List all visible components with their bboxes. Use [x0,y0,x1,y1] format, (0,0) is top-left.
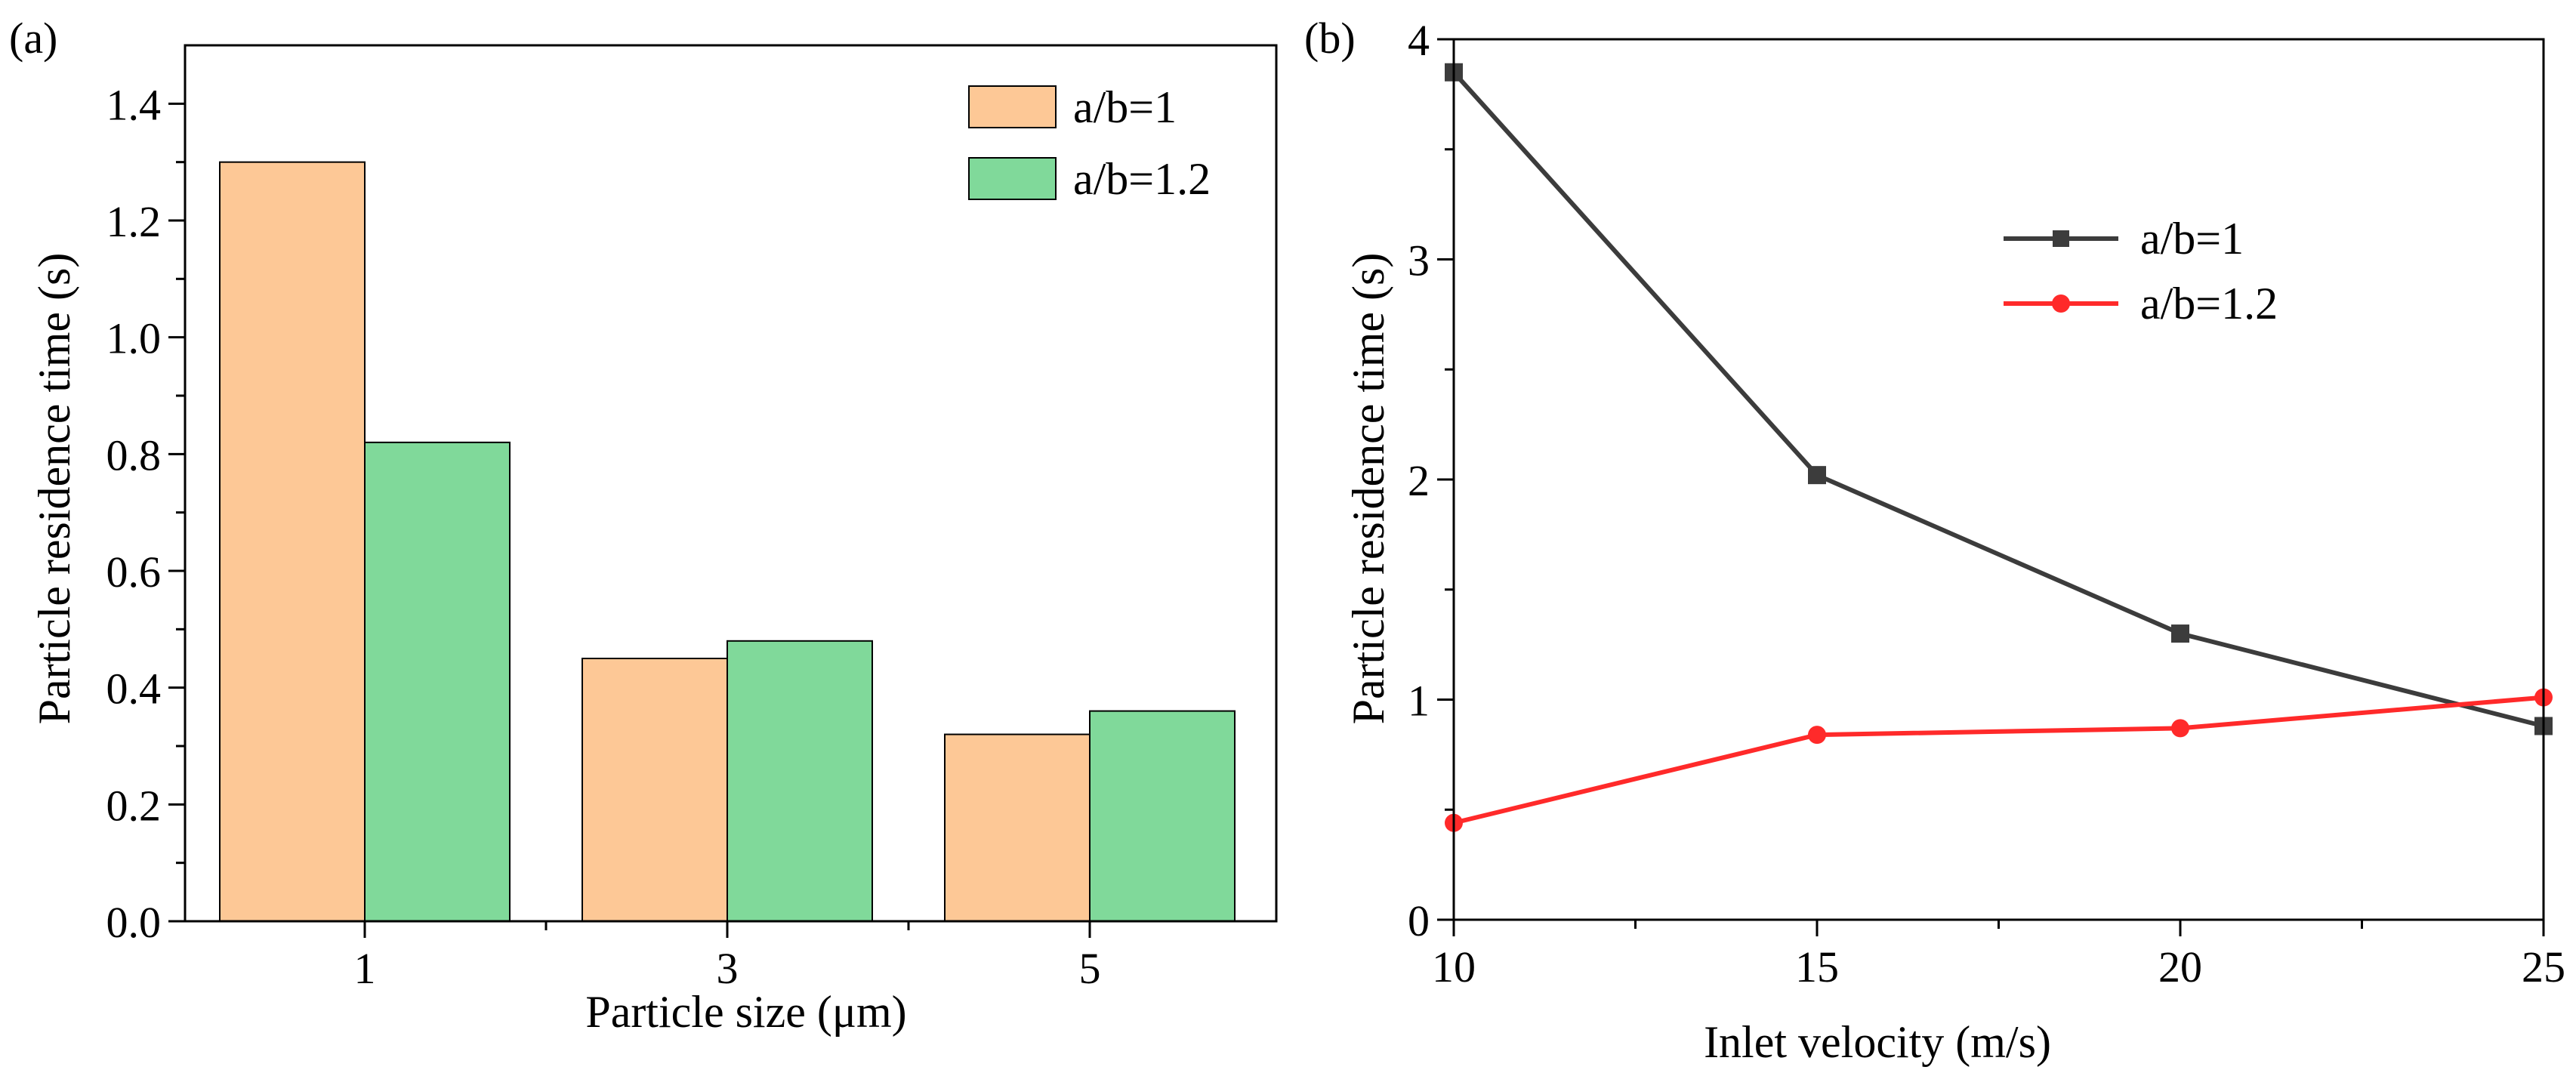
legend-label-a-b-1-2: a/b=1.2 [1073,154,1211,204]
y-axis-label-b: Particle residence time (s) [1344,253,1393,725]
bar-a-b-1-2-size-3 [727,640,873,922]
point-a-b-1-x-20 [2171,624,2189,643]
x-tick-label-b: 25 [2522,942,2565,991]
point-a-b-1-x-15 [1808,466,1826,485]
legend-label-b-a-b-1-2: a/b=1.2 [2140,279,2278,328]
y-tick-label-a: 1.2 [106,197,162,246]
x-tick-label-a: 5 [1079,944,1101,993]
y-tick-label-b: 2 [1408,456,1430,505]
y-axis-label-a: Particle residence time (s) [29,253,79,725]
y-tick-label-a: 0.4 [106,665,162,714]
legend-b: a/b=1 a/b=1.2 [2004,214,2278,328]
plot-frame-b [1452,38,2545,921]
y-tick-label-b: 0 [1408,896,1430,945]
panel-b-line-chart: (b) 0 1 2 3 4 10 15 20 25 Inlet velocity (m/s) P… [1304,14,2565,1067]
bar-a-b-1-size-5 [944,733,1091,922]
y-tick-label-a: 0.0 [106,898,162,947]
panel-a-bar-chart: (a) 0.0 0.2 0.4 0.6 0.8 1.0 1.2 1.4 1 3 5 Particle… [9,14,1278,1037]
x-tick-label-b: 15 [1795,942,1839,991]
legend-swatch-a-b-1-2 [968,157,1057,200]
x-axis-label-a: Particle size (μm) [585,987,906,1037]
y-tick-label-b: 1 [1408,677,1430,726]
panel-label-a: (a) [9,14,57,63]
y-tick-label-b: 3 [1408,236,1430,285]
panel-label-b: (b) [1304,14,1356,63]
y-tick-label-a: 1.0 [106,314,162,363]
x-axis-label-b: Inlet velocity (m/s) [1704,1017,2051,1067]
legend-marker-square [2053,230,2069,247]
bar-a-b-1-2-size-5 [1089,710,1236,922]
bar-a-b-1-size-3 [582,658,728,922]
bar-a-b-1-2-size-1 [364,441,511,922]
legend-a: a/b=1 a/b=1.2 [968,82,1211,204]
plot-frame-a [184,44,1278,923]
x-tick-label-a: 3 [717,944,739,993]
y-tick-label-a: 0.6 [106,547,162,597]
y-tick-label-b: 4 [1408,16,1430,65]
point-a-b-1-2-x-15 [1808,726,1826,745]
y-tick-label-a: 0.8 [106,430,162,479]
legend-label-b-a-b-1: a/b=1 [2140,214,2244,264]
point-a-b-1-2-x-20 [2171,719,2189,738]
series-line-a-b-1-2 [1453,695,2544,825]
x-tick-label-b: 20 [2158,942,2202,991]
y-tick-label-a: 1.4 [106,80,162,129]
y-tick-label-a: 0.2 [106,781,162,830]
legend-swatch-a-b-1 [968,85,1057,128]
x-tick-label-a: 1 [354,944,376,993]
bar-a-b-1-size-1 [219,161,366,922]
series-line-a-b-1 [1452,70,2544,729]
legend-marker-circle [2052,294,2070,313]
x-tick-label-b: 10 [1432,942,1476,991]
legend-label-a-b-1: a/b=1 [1073,82,1177,132]
